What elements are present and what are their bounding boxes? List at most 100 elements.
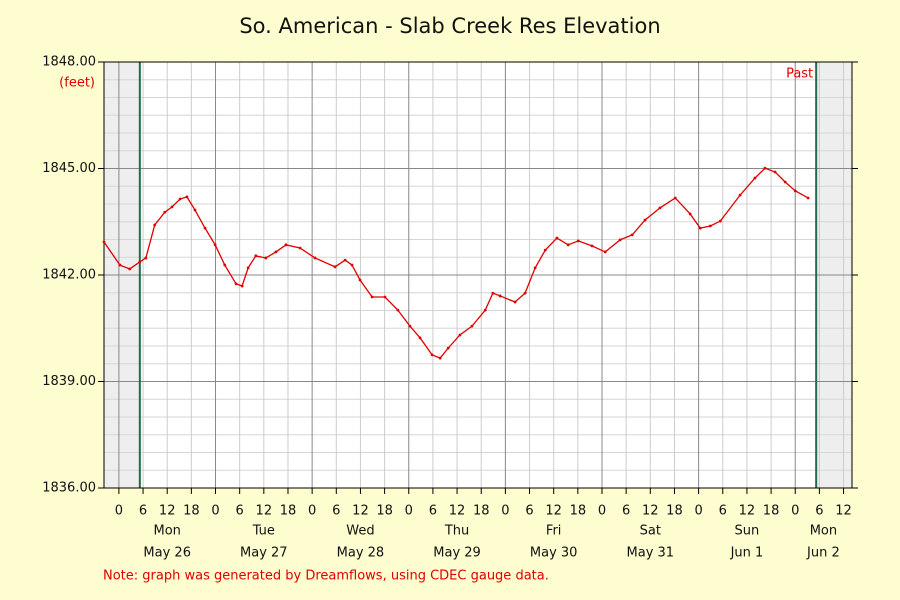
x-tick-label: 12 <box>739 504 756 519</box>
data-point <box>246 266 250 270</box>
y-tick-label: 1845.00 <box>42 161 96 176</box>
data-point <box>264 256 268 260</box>
data-point <box>738 193 742 197</box>
data-point <box>438 356 442 360</box>
data-point <box>144 256 148 260</box>
data-point <box>185 195 189 199</box>
data-point <box>643 218 647 222</box>
data-point <box>630 233 634 237</box>
data-point <box>576 239 580 243</box>
data-point <box>458 333 462 337</box>
y-axis-label: (feet) <box>59 76 95 91</box>
x-tick-label: 12 <box>835 504 852 519</box>
data-point <box>102 240 106 244</box>
day-label: Fri <box>546 524 562 539</box>
date-label: May 27 <box>240 546 288 561</box>
x-tick-label: 0 <box>598 504 606 519</box>
x-tick-label: 18 <box>473 504 490 519</box>
x-tick-label: 0 <box>308 504 316 519</box>
day-label: Sun <box>735 524 760 539</box>
date-label: May 28 <box>337 546 385 561</box>
data-point <box>213 243 217 247</box>
x-tick-label: 0 <box>115 504 123 519</box>
data-point <box>313 256 317 260</box>
x-tick-label: 6 <box>429 504 437 519</box>
data-point <box>590 244 594 248</box>
x-tick-label: 18 <box>376 504 393 519</box>
x-tick-label: 18 <box>280 504 297 519</box>
data-point <box>708 224 712 228</box>
data-point <box>491 291 495 295</box>
y-tick-label: 1842.00 <box>42 268 96 283</box>
data-point <box>618 238 622 242</box>
data-point <box>523 291 527 295</box>
date-label: May 29 <box>433 546 481 561</box>
x-tick-label: 0 <box>501 504 509 519</box>
data-point <box>203 226 207 230</box>
data-point <box>234 282 238 286</box>
x-tick-label: 18 <box>666 504 683 519</box>
data-point <box>254 254 258 258</box>
date-label: Jun 2 <box>806 546 840 561</box>
data-point <box>370 295 374 299</box>
x-tick-label: 6 <box>622 504 630 519</box>
x-tick-label: 6 <box>815 504 823 519</box>
x-tick-label: 6 <box>139 504 147 519</box>
data-point <box>170 205 174 209</box>
data-point <box>298 246 302 250</box>
x-tick-label: 6 <box>525 504 533 519</box>
day-label: Sat <box>640 524 661 539</box>
date-label: May 31 <box>627 546 675 561</box>
data-point <box>753 176 757 180</box>
data-point <box>555 236 559 240</box>
data-point <box>343 258 347 262</box>
data-point <box>333 265 337 269</box>
data-point <box>240 284 244 288</box>
x-tick-label: 6 <box>332 504 340 519</box>
x-tick-label: 6 <box>719 504 727 519</box>
y-tick-label: 1839.00 <box>42 374 96 389</box>
data-point <box>284 243 288 247</box>
data-point <box>128 267 132 271</box>
data-point <box>603 250 607 254</box>
data-point <box>383 295 387 299</box>
x-tick-label: 0 <box>694 504 702 519</box>
data-point <box>193 208 197 212</box>
past-label: Past <box>786 67 813 82</box>
data-point <box>350 263 354 267</box>
data-point <box>763 166 767 170</box>
date-label: May 30 <box>530 546 578 561</box>
x-tick-label: 0 <box>211 504 219 519</box>
x-tick-label: 12 <box>642 504 659 519</box>
data-point <box>658 206 662 210</box>
data-point <box>543 248 547 252</box>
y-tick-label: 1848.00 <box>42 55 96 70</box>
x-tick-label: 12 <box>545 504 562 519</box>
data-point <box>566 243 570 247</box>
data-point <box>118 263 122 267</box>
x-tick-label: 18 <box>183 504 200 519</box>
data-point <box>470 324 474 328</box>
data-point <box>688 212 692 216</box>
data-point <box>138 260 142 264</box>
data-point <box>396 308 400 312</box>
day-label: Mon <box>810 524 837 539</box>
data-point <box>430 353 434 357</box>
data-point <box>793 189 797 193</box>
date-label: May 26 <box>143 546 191 561</box>
data-point <box>698 226 702 230</box>
data-point <box>153 223 157 227</box>
x-tick-label: 0 <box>791 504 799 519</box>
x-tick-label: 12 <box>449 504 466 519</box>
note: Note: graph was generated by Dreamflows,… <box>103 569 549 584</box>
data-point <box>513 300 517 304</box>
data-point <box>498 294 502 298</box>
data-point <box>408 324 412 328</box>
x-tick-label: 12 <box>159 504 176 519</box>
x-tick-label: 18 <box>570 504 587 519</box>
y-tick-label: 1836.00 <box>42 481 96 496</box>
x-tick-label: 0 <box>405 504 413 519</box>
day-label: Wed <box>346 524 374 539</box>
data-point <box>163 210 167 214</box>
